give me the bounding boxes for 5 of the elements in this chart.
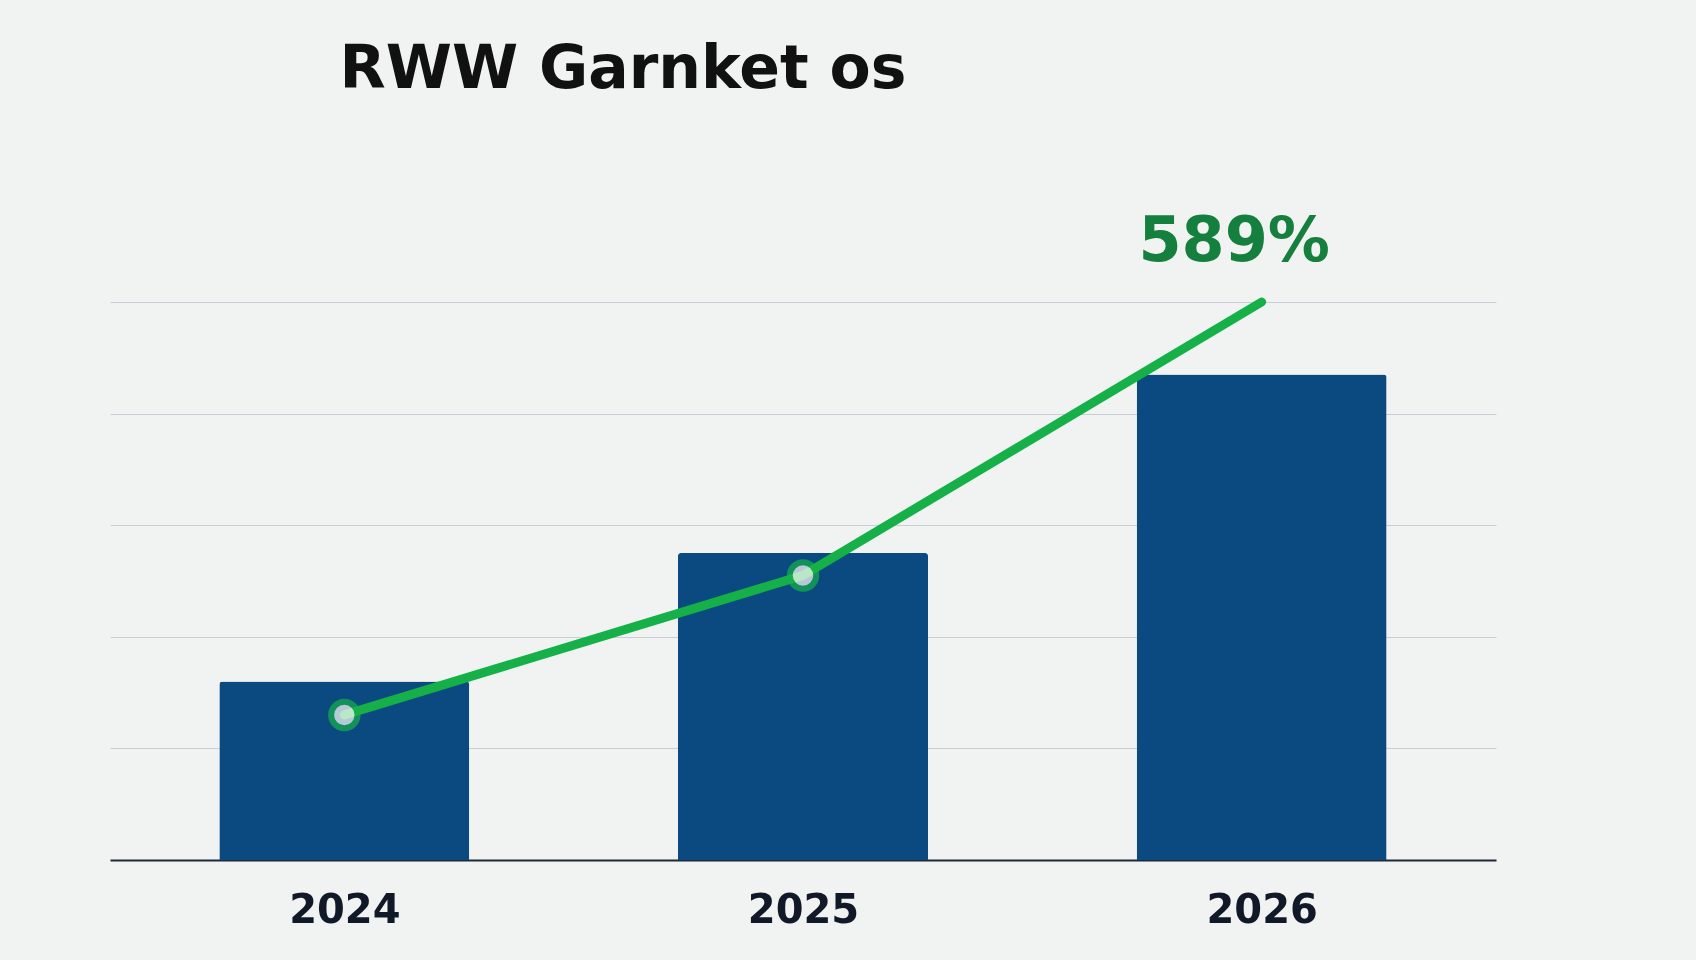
chart-title: RWW Garnket os — [339, 32, 907, 102]
x-tick-label: 2026 — [1206, 885, 1318, 932]
x-tick-label: 2025 — [747, 885, 860, 932]
x-tick-label: 2024 — [289, 885, 401, 932]
text: 589% — [1138, 203, 1330, 276]
